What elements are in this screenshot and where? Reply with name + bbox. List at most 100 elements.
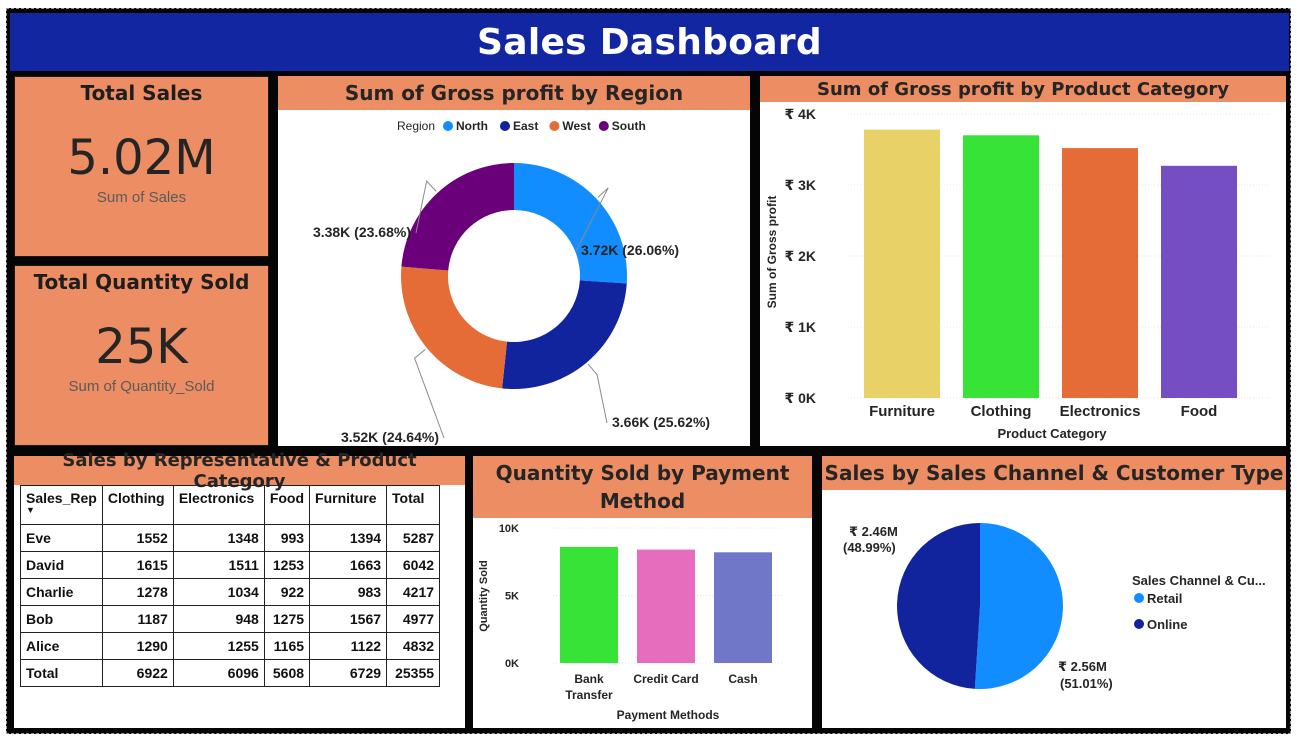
legend-label-south[interactable]: South <box>612 119 646 133</box>
kpi-value: 25K <box>95 319 188 375</box>
region-donut-chart[interactable]: Region North East West South 3.72K (26.06%)… <box>278 110 750 446</box>
payment-bar-chart[interactable]: 10K 5K 0K Bank Transfer Credit Card Cash Paymen… <box>473 518 812 728</box>
legend-swatch-retail[interactable] <box>1134 593 1144 603</box>
pie-slices[interactable] <box>897 523 1064 689</box>
legend-swatch-south[interactable] <box>598 121 609 131</box>
bar-bank-transfer[interactable] <box>560 546 618 663</box>
legend-swatch-online[interactable] <box>1134 619 1144 629</box>
panel-title: Sales by Sales Channel & Customer Type <box>822 456 1286 490</box>
chart-legend[interactable]: Sales Channel & Cu... Retail Online <box>1132 573 1266 632</box>
dashboard-banner: Sales Dashboard <box>10 13 1289 71</box>
table-total-row[interactable]: Total 6922 6096 5608 6729 25355 <box>20 659 441 687</box>
category-bar-chart[interactable]: ₹ 4K ₹ 3K ₹ 2K ₹ 1K ₹ 0K Furniture Clothing Ele… <box>760 102 1286 446</box>
column-header-clothing[interactable]: Clothing <box>101 485 174 525</box>
y-tick-label: 10K <box>499 523 519 535</box>
leader-line <box>415 179 437 234</box>
y-tick-label: ₹ 1K <box>784 319 816 335</box>
table-row[interactable]: Eve 1552 1348 993 1394 5287 <box>20 524 441 552</box>
kpi-value: 5.02M <box>67 130 216 186</box>
cell-food: 1253 <box>263 551 311 579</box>
cell-food: 922 <box>263 578 311 606</box>
legend-swatch-west[interactable] <box>549 121 560 131</box>
donut-slice-west[interactable] <box>401 266 508 389</box>
kpi-caption: Sum of Sales <box>96 189 187 206</box>
table-row[interactable]: Charlie 1278 1034 922 983 4217 <box>20 578 441 606</box>
cell-food: 1165 <box>263 632 311 660</box>
column-header-total[interactable]: Total <box>386 485 441 525</box>
donut-slice-south[interactable] <box>401 163 514 271</box>
table-row[interactable]: Bob 1187 948 1275 1567 4977 <box>20 605 441 633</box>
kpi-title: Total Sales <box>80 81 203 105</box>
bar-food[interactable] <box>1161 165 1237 398</box>
cell-electronics: 948 <box>172 605 265 633</box>
legend-swatch-east[interactable] <box>500 121 510 131</box>
kpi-title: Total Quantity Sold <box>33 270 250 294</box>
bar-electronics[interactable] <box>1062 148 1138 398</box>
legend-title: Region <box>397 119 435 133</box>
column-header-furniture[interactable]: Furniture <box>309 485 388 525</box>
bar-cash[interactable] <box>714 552 772 663</box>
category-bar-panel[interactable]: Sum of Gross profit by Product Category … <box>760 76 1286 446</box>
y-tick-label: ₹ 4K <box>784 106 816 122</box>
channel-pie-panel[interactable]: Sales by Sales Channel & Customer Type ₹… <box>822 456 1286 728</box>
y-axis-title: Sum of Gross profit <box>765 196 779 309</box>
x-tick-label: Furniture <box>869 403 935 420</box>
kpi-card-total-sales[interactable]: Total Sales 5.02M Sum of Sales <box>14 76 269 257</box>
cell-total: 4217 <box>386 578 441 606</box>
legend-title: Sales Channel & Cu... <box>1132 573 1266 588</box>
donut-slice-east[interactable] <box>502 280 627 389</box>
cell-clothing: 1290 <box>101 632 174 660</box>
cell-electronics: 1034 <box>172 578 265 606</box>
leader-line <box>413 348 445 439</box>
pie-slice-online[interactable] <box>897 523 980 689</box>
kpi-card-total-quantity[interactable]: Total Quantity Sold 25K Sum of Quantity_… <box>14 265 269 446</box>
cell-furniture: 6729 <box>309 659 388 687</box>
panel-title: Sum of Gross profit by Product Category <box>760 76 1286 102</box>
donut-slices[interactable] <box>401 163 627 389</box>
legend-label-east[interactable]: East <box>513 119 538 133</box>
pie-slice-retail[interactable] <box>974 523 1064 689</box>
legend-label-west[interactable]: West <box>562 119 590 133</box>
pie-label-retail-pct: (51.01%) <box>1060 676 1113 691</box>
column-header-electronics[interactable]: Electronics <box>172 485 265 525</box>
legend-label-online[interactable]: Online <box>1147 617 1187 632</box>
donut-data-label: 3.72K (26.06%) <box>581 242 679 258</box>
column-header-sales-rep[interactable]: Sales_Rep ▼ <box>20 485 103 525</box>
payment-bar-panel[interactable]: Quantity Sold by Payment Method 10K 5K 0K B… <box>473 456 812 728</box>
cell-clothing: 1615 <box>101 551 174 579</box>
legend-label-retail[interactable]: Retail <box>1147 591 1182 606</box>
cell-sales-rep: David <box>20 551 103 579</box>
kpi-caption: Sum of Quantity_Sold <box>68 378 215 395</box>
rep-matrix-panel[interactable]: Sales by Representative & Product Catego… <box>14 450 465 728</box>
cell-clothing: 1278 <box>101 578 174 606</box>
dashboard-title: Sales Dashboard <box>477 21 822 63</box>
cell-sales-rep: Bob <box>20 605 103 633</box>
y-axis-title: Quantity Sold <box>478 560 490 632</box>
region-donut-panel[interactable]: Sum of Gross profit by Region Region Nor… <box>278 76 750 446</box>
leader-line <box>575 187 609 252</box>
column-header-food[interactable]: Food <box>263 485 311 525</box>
x-tick-label: Electronics <box>1060 403 1141 420</box>
cell-sales-rep: Total <box>20 659 103 687</box>
cell-electronics: 1511 <box>172 551 265 579</box>
table-row[interactable]: David 1615 1511 1253 1663 6042 <box>20 551 441 579</box>
cell-clothing: 6922 <box>101 659 174 687</box>
cell-total: 25355 <box>386 659 441 687</box>
donut-data-label: 3.38K (23.68%) <box>313 224 411 240</box>
bar-clothing[interactable] <box>963 135 1039 399</box>
table-row[interactable]: Alice 1290 1255 1165 1122 4832 <box>20 632 441 660</box>
sort-down-icon[interactable]: ▼ <box>26 505 35 515</box>
bar-credit-card[interactable] <box>637 549 695 663</box>
cell-total: 4977 <box>386 605 441 633</box>
cell-electronics: 6096 <box>172 659 265 687</box>
cell-food: 5608 <box>263 659 311 687</box>
x-tick-label: Bank Transfer <box>565 672 613 702</box>
channel-pie-chart[interactable]: ₹ 2.46M (48.99%) ₹ 2.56M (51.01%) Sales … <box>822 490 1286 728</box>
table-header-row: Sales_Rep ▼ Clothing Electronics Food Fur… <box>20 485 441 525</box>
cell-sales-rep: Charlie <box>20 578 103 606</box>
cell-furniture: 1122 <box>309 632 388 660</box>
legend-label-north[interactable]: North <box>456 119 488 133</box>
bar-furniture[interactable] <box>864 129 940 398</box>
legend-swatch-north[interactable] <box>443 121 453 131</box>
donut-slice-north[interactable] <box>514 163 627 284</box>
